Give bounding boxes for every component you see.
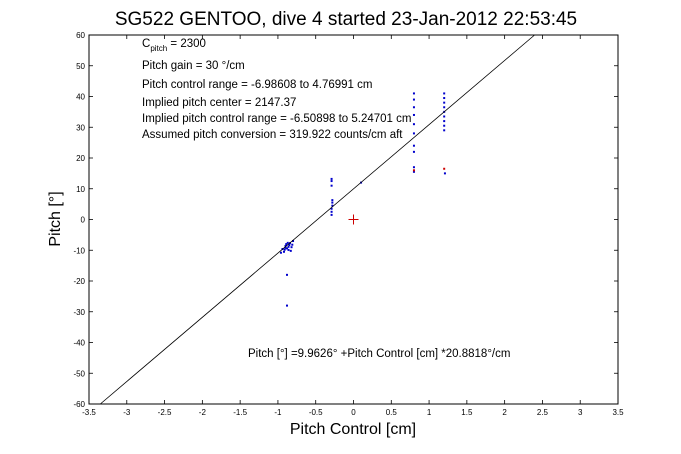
x-tick-label: -1 <box>274 408 282 417</box>
c-pitch-symbol: C <box>142 38 150 50</box>
y-tick-label: -10 <box>73 246 85 255</box>
data-point <box>284 244 287 247</box>
data-point <box>285 243 288 246</box>
x-tick-label: 1.5 <box>461 408 473 417</box>
data-point <box>330 184 333 187</box>
data-point <box>330 207 333 210</box>
data-point <box>285 247 288 250</box>
data-point <box>412 123 415 126</box>
data-point <box>443 101 446 104</box>
x-tick-label: -3.5 <box>82 408 96 417</box>
data-point <box>443 115 446 118</box>
x-tick-label: -2.5 <box>158 408 172 417</box>
x-tick-label: -1.5 <box>233 408 247 417</box>
data-point <box>412 169 415 172</box>
data-point <box>285 304 288 307</box>
y-tick-label: 30 <box>76 123 85 132</box>
y-tick-label: 60 <box>76 31 85 40</box>
y-tick-label: 10 <box>76 185 85 194</box>
data-point <box>443 167 446 170</box>
scatter-marks <box>279 92 446 307</box>
x-tick-label: -3 <box>123 408 131 417</box>
data-point <box>288 244 291 247</box>
fit-line <box>100 34 535 405</box>
y-tick-label: 50 <box>76 62 85 71</box>
data-point <box>290 246 293 249</box>
x-tick-label: 0.5 <box>386 408 398 417</box>
c-pitch-subscript: pitch <box>150 44 167 53</box>
data-point <box>412 166 415 169</box>
y-tick-label: -40 <box>73 339 85 348</box>
y-tick-label: -30 <box>73 308 85 317</box>
y-axis-ticks: -60 -50 -40 -30 -20 -10 0 10 20 30 40 50 60 <box>73 31 618 409</box>
data-point <box>330 213 333 216</box>
data-point <box>279 251 282 254</box>
data-point <box>285 273 288 276</box>
data-point <box>443 120 446 123</box>
y-tick-label: -50 <box>73 369 85 378</box>
y-tick-label: -60 <box>73 400 85 409</box>
x-tick-label: -2 <box>199 408 207 417</box>
data-point <box>291 243 294 246</box>
x-tick-label: 1 <box>427 408 432 417</box>
x-tick-label: 2.5 <box>537 408 549 417</box>
control-range-annotation: Pitch control range = -6.98608 to 4.7699… <box>142 79 372 91</box>
data-point <box>284 246 287 249</box>
data-point <box>282 250 285 253</box>
x-tick-label: -0.5 <box>309 408 323 417</box>
x-tick-label: 2 <box>502 408 507 417</box>
data-point <box>330 210 333 213</box>
implied-center-annotation: Implied pitch center = 2147.37 <box>142 97 296 109</box>
pitch-gain-annotation: Pitch gain = 30 °/cm <box>142 60 245 72</box>
data-point <box>289 249 292 252</box>
data-point <box>412 150 415 153</box>
data-point <box>292 240 295 243</box>
x-tick-label: 3.5 <box>612 408 624 417</box>
y-axis-label: Pitch [°] <box>47 191 64 246</box>
data-point <box>412 106 415 109</box>
plot-area: -3.5 -3 -2.5 -2 -1.5 -1 -0.5 0 0.5 1 1.5 2 2.5 3 3.5 -… <box>73 31 624 417</box>
data-point <box>443 129 446 132</box>
data-point <box>412 132 415 135</box>
implied-range-annotation: Implied pitch control range = -6.50898 t… <box>142 113 411 125</box>
data-point <box>283 248 286 251</box>
x-axis-label: Pitch Control [cm] <box>290 421 416 438</box>
data-point <box>443 97 446 100</box>
data-point <box>331 204 334 207</box>
y-tick-label: 20 <box>76 154 85 163</box>
data-point <box>330 177 333 180</box>
data-point <box>412 144 415 147</box>
c-pitch-value: = 2300 <box>167 38 206 50</box>
data-point <box>331 199 334 202</box>
x-axis-ticks: -3.5 -3 -2.5 -2 -1.5 -1 -0.5 0 0.5 1 1.5 2 2.5 3 3.5 <box>82 35 624 417</box>
data-point <box>287 245 290 248</box>
data-point <box>443 92 446 95</box>
data-point <box>443 106 446 109</box>
data-point <box>443 124 446 127</box>
y-tick-label: 0 <box>81 216 86 225</box>
data-point <box>287 248 290 251</box>
y-tick-label: -20 <box>73 277 85 286</box>
data-point <box>412 170 415 173</box>
fit-equation-annotation: Pitch [°] =9.9626° +Pitch Control [cm] *… <box>248 348 510 360</box>
data-point <box>286 241 289 244</box>
x-tick-label: 0 <box>351 408 356 417</box>
c-pitch-annotation: Cpitch = 2300 <box>142 38 206 53</box>
data-point <box>412 98 415 101</box>
y-tick-label: 40 <box>76 93 85 102</box>
conversion-annotation: Assumed pitch conversion = 319.922 count… <box>142 129 403 141</box>
data-point <box>412 113 415 116</box>
x-tick-label: 3 <box>578 408 583 417</box>
data-point <box>412 92 415 95</box>
chart-title: SG522 GENTOO, dive 4 started 23-Jan-2012… <box>115 9 577 30</box>
data-point <box>330 180 333 183</box>
annotation-block: Cpitch = 2300 Pitch gain = 30 °/cm Pitch… <box>142 38 411 141</box>
data-point <box>331 201 334 204</box>
data-point <box>443 172 446 175</box>
